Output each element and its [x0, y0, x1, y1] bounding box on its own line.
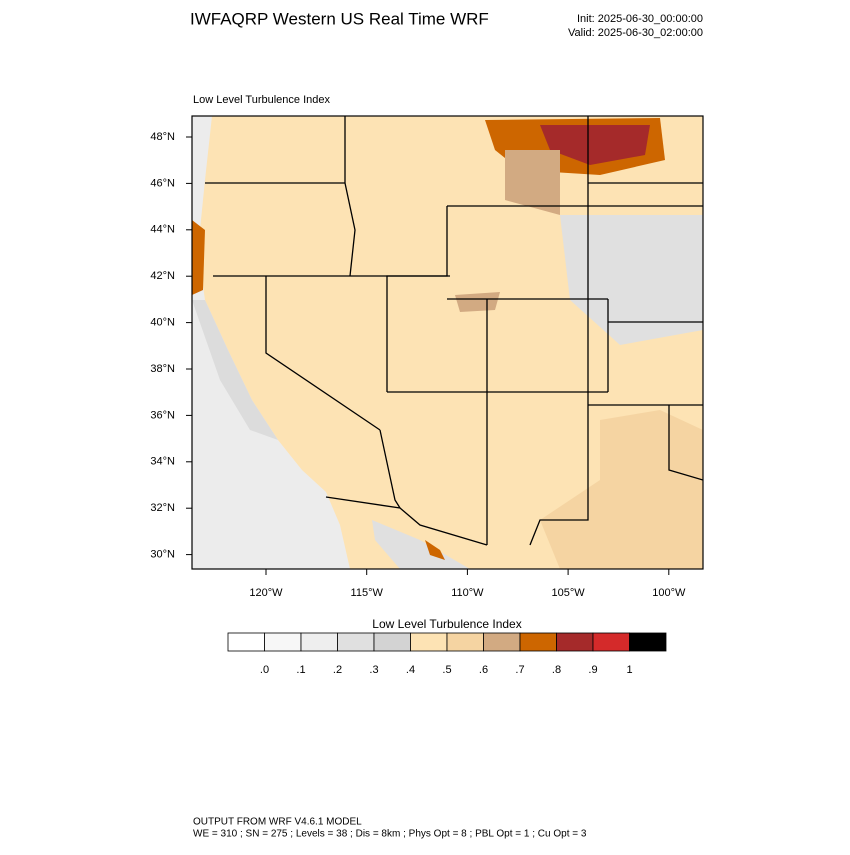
colorbar-box	[264, 632, 302, 652]
map-title: Low Level Turbulence Index	[193, 94, 330, 106]
colorbar-label: .7	[515, 664, 524, 676]
colorbar-box	[300, 632, 338, 652]
lon-label: 100°W	[652, 587, 686, 599]
colorbar-box	[592, 632, 630, 652]
footer-line: WE = 310 ; SN = 275 ; Levels = 38 ; Dis …	[193, 829, 587, 840]
lat-label: 40°N	[150, 317, 175, 329]
colorbar-label: .2	[333, 664, 342, 676]
lat-label: 42°N	[150, 270, 175, 282]
colorbar-label: .5	[442, 664, 451, 676]
lat-label: 46°N	[150, 177, 175, 189]
page-title: IWFAQRP Western US Real Time WRF	[190, 9, 489, 28]
colorbar-label: .3	[369, 664, 378, 676]
colorbar-box	[629, 632, 667, 652]
lat-label: 32°N	[150, 502, 175, 514]
lat-label: 36°N	[150, 409, 175, 421]
colorbar-label: .1	[296, 664, 305, 676]
lat-label: 30°N	[150, 549, 175, 561]
map	[192, 116, 703, 569]
colorbar-label: .0	[260, 664, 269, 676]
colorbar-box	[446, 632, 484, 652]
lat-label: 44°N	[150, 224, 175, 236]
colorbar-box	[556, 632, 594, 652]
colorbar-label: .6	[479, 664, 488, 676]
colorbar-box	[519, 632, 557, 652]
valid-time: Valid: 2025-06-30_02:00:00	[568, 27, 703, 39]
map-frame	[191, 115, 704, 570]
axis-ticks: 48°N 46°N 44°N 42°N 40°N 38°N 36°N 34°N 32°N 30°N…	[150, 131, 686, 599]
lon-label: 105°W	[552, 587, 586, 599]
colorbar-label: .4	[406, 664, 415, 676]
lat-label: 38°N	[150, 363, 175, 375]
lon-label: 110°W	[451, 587, 484, 599]
lon-label: 120°W	[249, 587, 283, 599]
lat-label: 48°N	[150, 131, 175, 143]
lat-label: 34°N	[150, 456, 175, 468]
colorbar-title: Low Level Turbulence Index	[372, 617, 521, 631]
colorbar-label: .9	[588, 664, 597, 676]
lon-label: 115°W	[351, 587, 384, 599]
colorbar-box	[410, 632, 448, 652]
colorbar-box	[337, 632, 375, 652]
footer-line: OUTPUT FROM WRF V4.6.1 MODEL	[193, 817, 362, 828]
colorbar: .0 .1 .2 .3 .4 .5 .6 .7 .8 .9 1	[227, 632, 667, 676]
init-time: Init: 2025-06-30_00:00:00	[577, 13, 703, 25]
colorbar-label: .8	[552, 664, 561, 676]
colorbar-box	[373, 632, 411, 652]
colorbar-box	[483, 632, 521, 652]
colorbar-box	[227, 632, 265, 652]
colorbar-label: 1	[626, 664, 632, 676]
